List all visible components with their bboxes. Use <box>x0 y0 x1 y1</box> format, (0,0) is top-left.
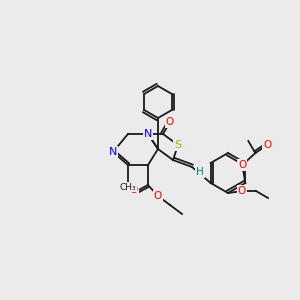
Text: O: O <box>154 191 162 201</box>
Text: O: O <box>263 140 272 150</box>
Text: N: N <box>144 129 152 139</box>
Text: S: S <box>174 140 182 150</box>
Text: O: O <box>130 185 138 195</box>
Text: O: O <box>238 186 246 196</box>
Text: O: O <box>166 117 174 127</box>
Text: H: H <box>196 167 204 177</box>
Text: CH₃: CH₃ <box>120 182 136 191</box>
Text: O: O <box>238 160 246 170</box>
Text: N: N <box>109 147 117 157</box>
